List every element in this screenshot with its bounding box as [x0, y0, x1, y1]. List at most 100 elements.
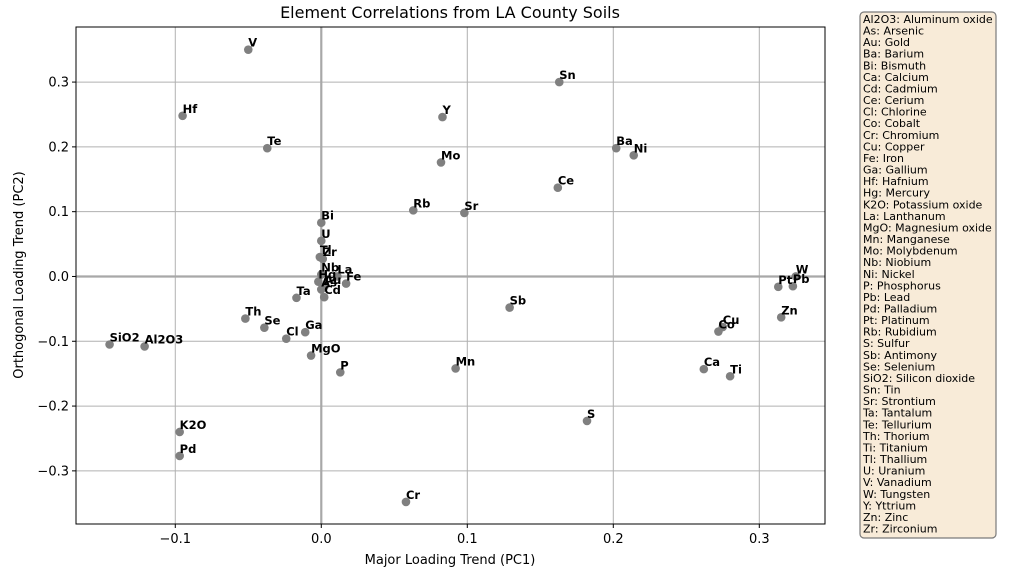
- legend-entry: Cd: Cadmium: [863, 82, 938, 95]
- chart-title: Element Correlations from LA County Soil…: [280, 3, 620, 22]
- point-al2o3: [140, 342, 149, 351]
- x-tick-label: 0.0: [311, 532, 332, 547]
- legend-entry: Pt: Platinum: [863, 314, 930, 327]
- point-label-hg: Hg: [318, 268, 336, 282]
- legend-entry: Ti: Titanium: [862, 441, 928, 454]
- point-label-ba: Ba: [616, 134, 633, 148]
- y-tick-label: −0.1: [37, 335, 69, 350]
- point-label-sio2: SiO2: [110, 331, 140, 345]
- point-hf: [178, 111, 187, 121]
- legend-entry: Mn: Manganese: [863, 233, 950, 246]
- point-label-k2o: K2O: [180, 418, 207, 432]
- point-label-sn: Sn: [559, 68, 575, 82]
- plot-area: −0.1 0.0 0.1 0.2 0.3 −0.3 −0.2 −0.1 0.0 0.1 0.2 0.…: [37, 26, 826, 547]
- point-label-zn: Zn: [781, 303, 798, 317]
- x-axis-ticks: −0.1 0.0 0.1 0.2 0.3: [159, 524, 770, 547]
- point-cd: [319, 292, 329, 302]
- point-ni: [629, 150, 639, 160]
- point-label-y: Y: [441, 103, 451, 117]
- x-axis-label: Major Loading Trend (PC1): [365, 553, 536, 568]
- point-fe: [341, 279, 351, 288]
- plot-frame: [75, 26, 826, 525]
- point-label-as: As: [321, 275, 337, 289]
- legend-entry: Rb: Rubidium: [863, 326, 937, 339]
- legend-entry: Sn: Tin: [863, 384, 901, 397]
- point-label-au: Au: [324, 273, 341, 287]
- point-label-v: V: [248, 36, 257, 50]
- point-label-ca: Ca: [704, 355, 720, 369]
- point-label-fe: Fe: [346, 270, 361, 284]
- legend-entry: Cu: Copper: [863, 140, 925, 153]
- legend-entry: Nb: Niobium: [863, 256, 931, 269]
- point-label-mo: Mo: [441, 148, 460, 162]
- point-label-th: Th: [245, 305, 261, 319]
- point-label-co: Co: [718, 318, 734, 332]
- legend-entry: Sb: Antimony: [863, 349, 937, 362]
- point-sio2: [105, 340, 114, 349]
- legend-entry: MgO: Magnesium oxide: [863, 221, 992, 234]
- point-zr: [318, 254, 328, 264]
- legend-entry: Ni: Nickel: [863, 268, 915, 281]
- legend-entry: Au: Gold: [863, 36, 910, 49]
- x-tick-label: 0.3: [749, 532, 770, 547]
- point-label-bi: Bi: [321, 209, 334, 223]
- legend-entry: V: Vanadium: [863, 476, 932, 489]
- point-ta: [292, 293, 301, 303]
- point-cr: [401, 497, 411, 507]
- point-u: [316, 236, 326, 246]
- legend-entry: K2O: Potassium oxide: [863, 198, 983, 211]
- y-tick-label: 0.3: [48, 76, 69, 91]
- point-label-w: W: [796, 262, 809, 276]
- point-label-ce: Ce: [558, 174, 574, 188]
- point-label-sb: Sb: [510, 294, 527, 308]
- legend-entry: Co: Cobalt: [863, 117, 921, 130]
- point-ti: [725, 371, 735, 381]
- legend-entry: U: Uranium: [863, 465, 925, 478]
- point-hg: [314, 277, 323, 286]
- legend-entry: Tl: Thallium: [862, 453, 927, 466]
- point-label-mgo: MgO: [311, 342, 341, 356]
- legend-box: [859, 11, 997, 539]
- point-pt: [773, 282, 783, 292]
- legend-entry: Cl: Chlorine: [863, 106, 927, 119]
- legend-entry: SiO2: Silicon dioxide: [863, 372, 975, 385]
- point-label-zr: Zr: [323, 245, 337, 259]
- point-sn: [554, 77, 564, 87]
- point-label-tl: Tl: [320, 243, 332, 257]
- point-label-hf: Hf: [183, 102, 199, 116]
- point-label-pt: Pt: [778, 273, 792, 287]
- legend-entry: Ca: Calcium: [863, 71, 929, 84]
- x-tick-label: 0.1: [457, 532, 478, 547]
- point-pb: [788, 281, 798, 291]
- scatter-points: [105, 45, 801, 507]
- y-tick-label: −0.3: [37, 464, 69, 479]
- point-label-mn: Mn: [456, 354, 476, 368]
- point-label-p: P: [340, 358, 348, 372]
- point-label-pb: Pb: [793, 272, 810, 286]
- point-mn: [451, 364, 460, 373]
- point-zn: [776, 312, 786, 322]
- legend-entry: Hf: Hafnium: [863, 175, 929, 188]
- x-tick-label: −0.1: [159, 532, 191, 547]
- legend-entry: Y: Yttrium: [862, 499, 916, 512]
- legend-entry: Zn: Zinc: [863, 511, 908, 524]
- legend-entry: Al2O3: Aluminum oxide: [863, 13, 993, 26]
- point-y: [438, 112, 447, 122]
- point-label-rb: Rb: [413, 196, 430, 210]
- legend-entry: Se: Selenium: [863, 360, 935, 373]
- legend-entry: Fe: Iron: [863, 152, 904, 165]
- point-bi: [316, 218, 326, 227]
- point-co: [714, 327, 723, 336]
- legend-entry: Hg: Mercury: [863, 187, 931, 200]
- point-mo: [436, 158, 446, 167]
- legend-entry: Mo: Molybdenum: [863, 245, 958, 258]
- point-cl: [281, 334, 291, 343]
- legend-entry: S: Sulfur: [863, 337, 910, 350]
- point-s: [582, 416, 592, 426]
- legend-entry: Sr: Strontium: [863, 395, 936, 408]
- point-v: [243, 45, 253, 54]
- point-ba: [611, 143, 621, 153]
- point-ce: [553, 183, 563, 192]
